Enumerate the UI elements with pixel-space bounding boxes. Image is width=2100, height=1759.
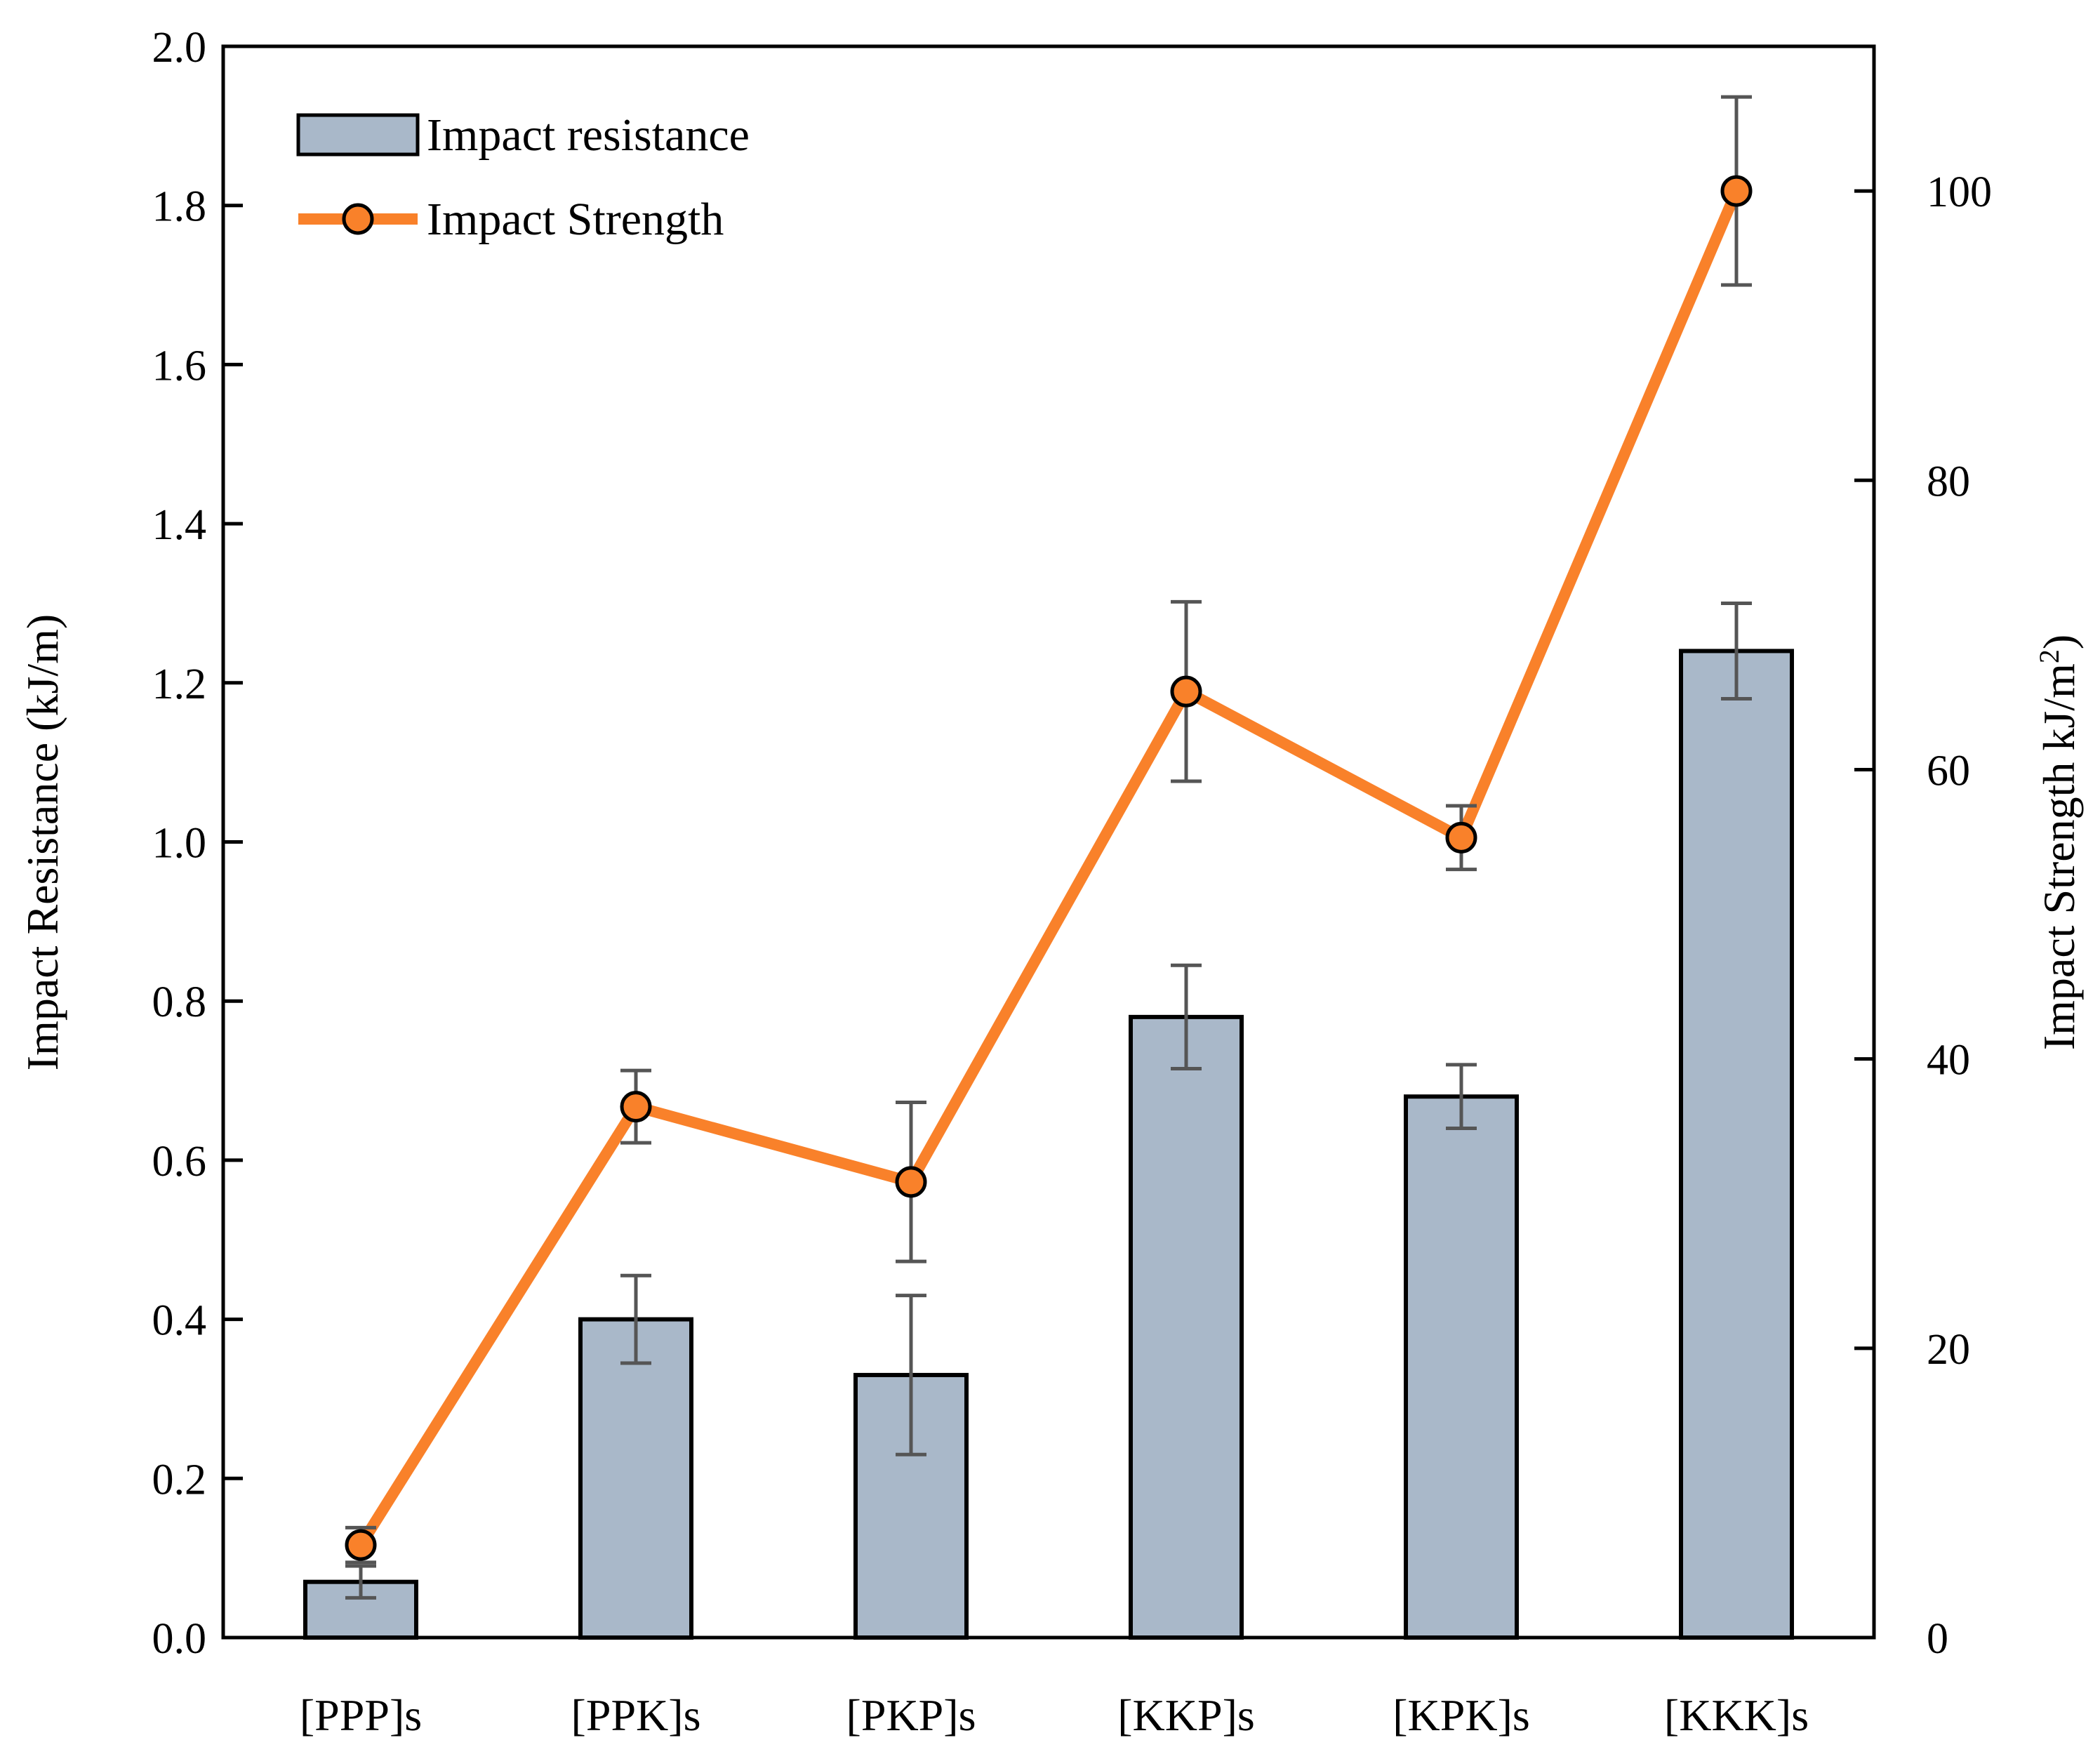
y-tick-label: 1.4	[152, 501, 207, 549]
bar-error-bar	[1171, 963, 1202, 1071]
y2-tick-label: 60	[1927, 747, 1970, 795]
x-tick-label: [KKK]s	[1664, 1690, 1809, 1740]
line-point	[1170, 675, 1202, 708]
plot-frame	[221, 44, 1876, 1640]
y-tick-label: 0.8	[152, 978, 207, 1026]
axes: 0.0 0.2 0.4 0.6 0.8 1.0 1.2 1.4 1.6 1.8 2.0 0 20 40 60…	[152, 24, 1993, 1740]
bar	[578, 1317, 693, 1640]
y2-axis-label-close: )	[2034, 635, 2084, 649]
y-tick-label: 1.8	[152, 183, 207, 231]
legend: Impact resistance Impact Strength	[296, 109, 750, 245]
y-tick-label: 0.2	[152, 1456, 207, 1504]
line-point	[620, 1091, 652, 1123]
x-tick-label: [PPP]s	[300, 1690, 422, 1740]
y-tick-label: 2.0	[152, 24, 207, 72]
y2-tick-label: 20	[1927, 1326, 1970, 1374]
y2-axis-label-main: Impact Strength kJ/m	[2034, 663, 2084, 1050]
bar	[1404, 1094, 1519, 1640]
y2-axis-label-sup: 2	[2033, 649, 2065, 663]
y2-tick-label: 80	[1927, 458, 1970, 505]
bar	[1679, 649, 1794, 1640]
bar-error-bar	[620, 1273, 651, 1365]
bar-error-bar	[896, 1294, 926, 1456]
y2-tick-label: 0	[1927, 1615, 1948, 1663]
line-point	[345, 1529, 377, 1561]
x-tick-label: [PPK]s	[571, 1690, 701, 1740]
bar-error-bar	[345, 1564, 376, 1600]
line-point	[895, 1166, 927, 1198]
legend-swatch-marker	[342, 203, 374, 235]
y-tick-label: 0.4	[152, 1297, 207, 1345]
bar-error-bar	[1446, 1063, 1477, 1131]
y-tick-label: 1.0	[152, 820, 207, 868]
bar-group	[303, 649, 1794, 1640]
legend-label-bar: Impact resistance	[427, 109, 750, 161]
y-tick-label: 1.6	[152, 342, 207, 390]
x-tick-label: [KPK]s	[1393, 1690, 1530, 1740]
line-point	[1445, 821, 1477, 854]
legend-label-line: Impact Strength	[427, 194, 724, 245]
bar-error-bars	[345, 601, 1752, 1600]
strength-line-layer	[345, 95, 1753, 1565]
x-tick-label: [PKP]s	[846, 1690, 976, 1740]
y2-tick-label: 40	[1927, 1037, 1970, 1084]
y-axis-label: Impact Resistance (kJ/m)	[18, 614, 67, 1070]
y2-tick-label: 100	[1927, 168, 1992, 216]
y2-axis-label: Impact Strength kJ/m2)	[2033, 635, 2085, 1050]
y-tick-label: 0.6	[152, 1138, 207, 1186]
bar	[1129, 1014, 1244, 1640]
line-point	[1720, 175, 1753, 207]
bar-error-bar	[1721, 601, 1752, 701]
legend-swatch-bar	[296, 113, 420, 157]
strength-line	[356, 188, 1742, 1548]
x-tick-label: [KKP]s	[1117, 1690, 1255, 1740]
y-tick-label: 1.2	[152, 661, 207, 708]
y-tick-label: 0.0	[152, 1615, 207, 1663]
